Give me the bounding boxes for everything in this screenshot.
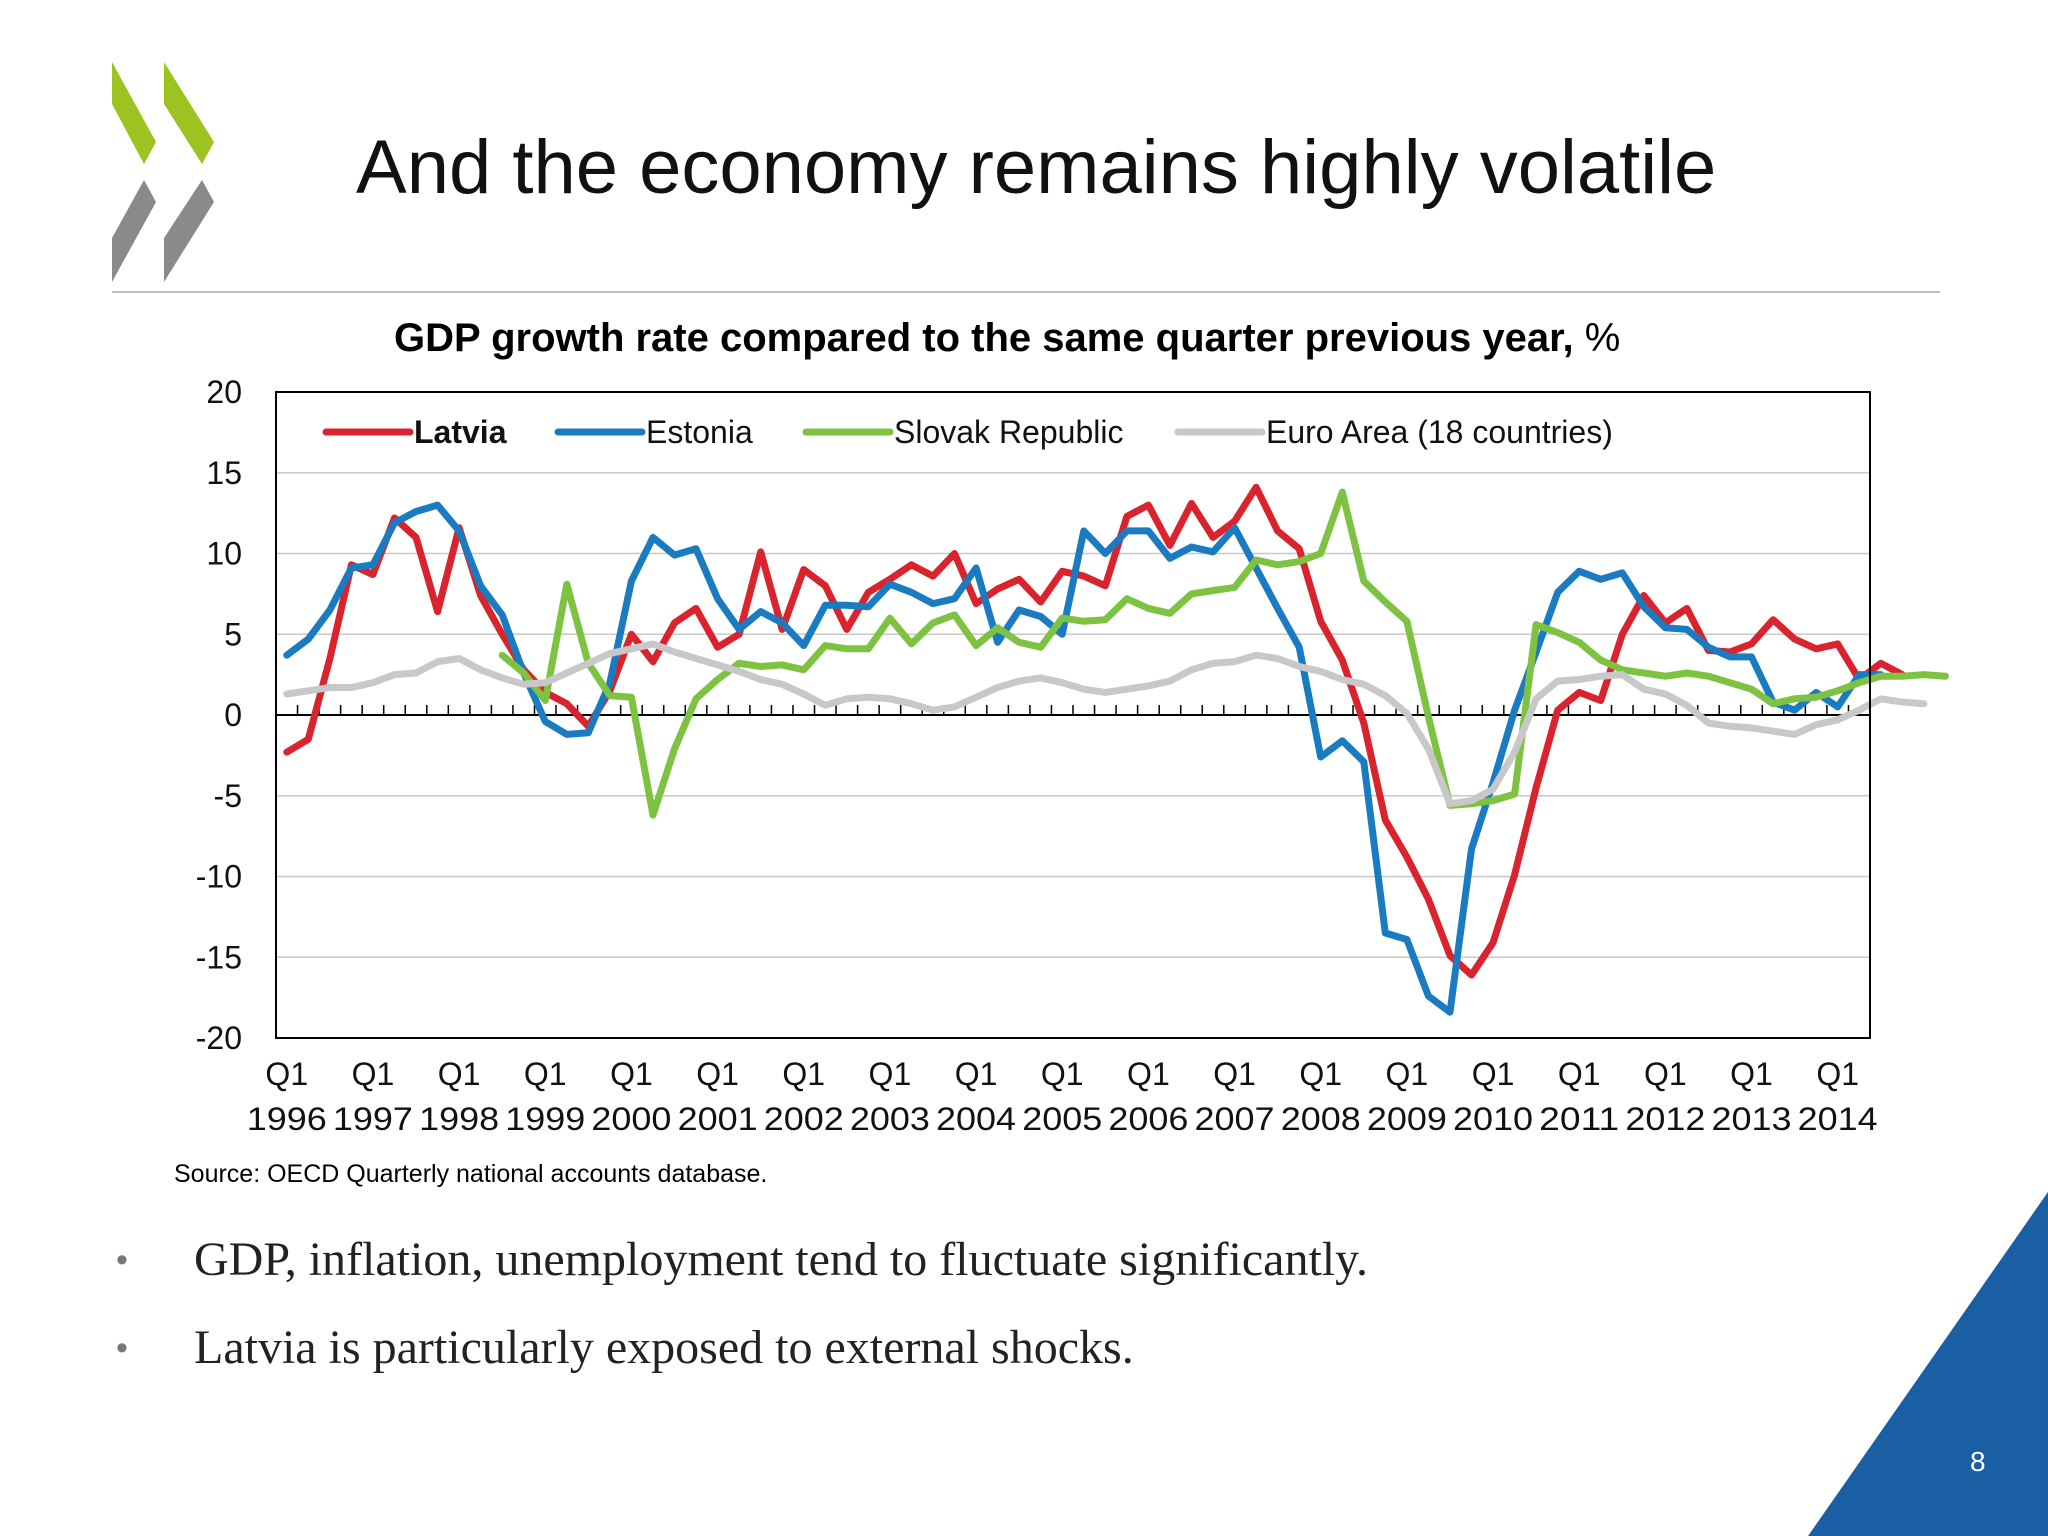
x-tick-label-year: 2009 (1367, 1101, 1447, 1137)
plot-border (275, 391, 1871, 1039)
x-tick-label-year: 2000 (591, 1101, 671, 1137)
x-tick-label-quarter: Q1 (869, 1056, 912, 1092)
logo-green-chevron-1 (112, 62, 156, 164)
y-tick-label: 20 (206, 374, 242, 410)
x-tick-label-year: 2012 (1625, 1101, 1705, 1137)
bullet-dot-icon: • (116, 1329, 128, 1367)
y-tick-label: -15 (196, 939, 242, 975)
bullet-item: • Latvia is particularly exposed to exter… (112, 1320, 1368, 1408)
x-tick-label-quarter: Q1 (352, 1056, 395, 1092)
x-tick-label-year: 2006 (1108, 1101, 1188, 1137)
x-tick-label-quarter: Q1 (955, 1056, 998, 1092)
bullet-list: • GDP, inflation, unemployment tend to fl… (112, 1232, 1368, 1408)
slide-title: And the economy remains highly volatile (356, 125, 1717, 210)
page-number: 8 (1970, 1446, 1986, 1477)
logo-green-chevron-2 (164, 62, 214, 164)
x-tick-label-year: 2002 (764, 1101, 844, 1137)
series-line-estonia (283, 501, 1885, 1016)
x-tick-label-year: 2003 (850, 1101, 930, 1137)
y-tick-label: -10 (196, 859, 242, 895)
x-tick-label-year: 1997 (333, 1101, 413, 1137)
x-tick-label-year: 2010 (1453, 1101, 1533, 1137)
y-tick-label: 15 (206, 455, 242, 491)
gdp-growth-chart: 20 15 10 5 0 -5 -10 -15 -20 Latvia Estonia Slovak R… (196, 374, 1949, 1137)
bullet-text: GDP, inflation, unemployment tend to flu… (194, 1233, 1369, 1286)
corner-decoration (1808, 1192, 2048, 1536)
x-tick-label-quarter: Q1 (438, 1056, 481, 1092)
title-divider (112, 291, 1940, 293)
legend-label: Estonia (646, 414, 753, 450)
x-tick-label-quarter: Q1 (1816, 1056, 1859, 1092)
x-tick-label-quarter: Q1 (696, 1056, 739, 1092)
y-tick-label: 10 (206, 536, 242, 572)
x-tick-label-quarter: Q1 (1299, 1056, 1342, 1092)
logo-grey-chevron-1 (112, 180, 156, 282)
x-tick-label-quarter: Q1 (1213, 1056, 1256, 1092)
chart-title-text: GDP growth rate compared to the same qua… (394, 316, 1574, 360)
x-tick-label-year: 1999 (505, 1101, 585, 1137)
series-line-slovak-republic (498, 488, 1949, 819)
y-tick-label: -20 (196, 1020, 242, 1056)
series-line-euro-area-18-countries (283, 640, 1928, 808)
legend-label: Latvia (414, 414, 507, 450)
y-tick-label: 5 (224, 616, 242, 652)
series-line-latvia (283, 483, 1906, 979)
x-tick-label-quarter: Q1 (610, 1056, 653, 1092)
x-tick-label-quarter: Q1 (1644, 1056, 1687, 1092)
legend-label: Euro Area (18 countries) (1266, 414, 1613, 450)
x-tick-label-year: 2008 (1281, 1101, 1361, 1137)
logo-grey-chevron-2 (164, 180, 214, 282)
x-tick-label-year: 2001 (678, 1101, 758, 1137)
x-tick-label-quarter: Q1 (1472, 1056, 1515, 1092)
oecd-logo (112, 62, 214, 282)
x-tick-label-quarter: Q1 (1558, 1056, 1601, 1092)
x-tick-label-quarter: Q1 (524, 1056, 567, 1092)
chart-title: GDP growth rate compared to the same qua… (394, 316, 1620, 361)
y-tick-label: 0 (224, 697, 242, 733)
corner-blue-triangle (1808, 1192, 2048, 1536)
x-tick-label-year: 1998 (419, 1101, 499, 1137)
bullet-item: • GDP, inflation, unemployment tend to fl… (112, 1232, 1368, 1320)
x-tick-label-year: 1996 (247, 1101, 327, 1137)
x-tick-label-year: 2014 (1798, 1101, 1878, 1137)
chart-title-unit: % (1584, 316, 1621, 360)
x-tick-label-year: 2013 (1712, 1101, 1792, 1137)
source-note: Source: OECD Quarterly national accounts… (174, 1160, 768, 1188)
x-tick-label-year: 2005 (1022, 1101, 1102, 1137)
bullet-dot-icon: • (116, 1241, 128, 1279)
x-tick-label-quarter: Q1 (1730, 1056, 1773, 1092)
x-tick-label-year: 2011 (1539, 1101, 1619, 1137)
x-tick-label-quarter: Q1 (1386, 1056, 1429, 1092)
legend-label: Slovak Republic (894, 414, 1123, 450)
x-tick-label-quarter: Q1 (782, 1056, 825, 1092)
x-tick-label-year: 2004 (936, 1101, 1016, 1137)
x-tick-label-quarter: Q1 (1127, 1056, 1170, 1092)
x-tick-label-year: 2007 (1195, 1101, 1275, 1137)
x-tick-label-quarter: Q1 (265, 1056, 308, 1092)
y-tick-label: -5 (214, 778, 242, 814)
bullet-text: Latvia is particularly exposed to extern… (194, 1321, 1134, 1374)
x-tick-label-quarter: Q1 (1041, 1056, 1084, 1092)
